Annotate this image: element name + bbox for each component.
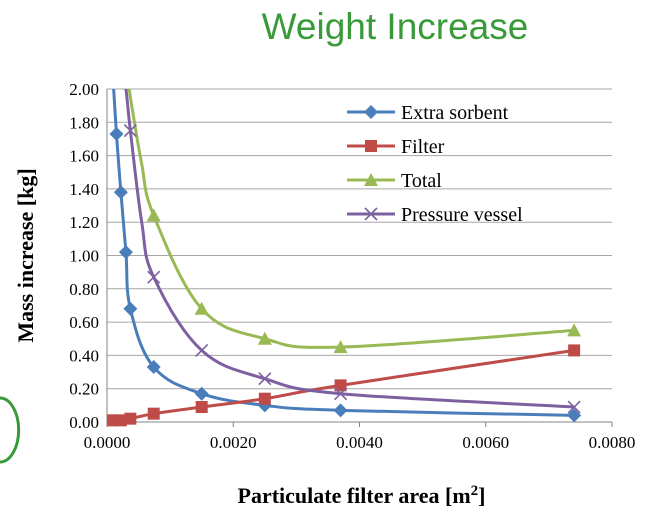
series-2-marker (257, 331, 272, 345)
legend-swatch-marker (365, 140, 377, 152)
legend-label: Total (401, 170, 442, 192)
y-tick-label: 1.40 (69, 180, 99, 199)
y-tick-label: 1.80 (69, 113, 99, 132)
series-0-marker (109, 126, 124, 141)
series-1-marker (195, 401, 208, 414)
slide-title: Weight Increase (261, 6, 529, 47)
y-tick-label: 0.80 (69, 280, 99, 299)
legend-swatch-marker (364, 173, 378, 186)
legend: Extra sorbent Filter Total Pressure vessel (347, 102, 523, 226)
series-2-marker (194, 301, 209, 315)
x-tick-label: 0.0040 (336, 433, 383, 452)
legend-label: Extra sorbent (401, 102, 509, 124)
series-0-marker (146, 360, 161, 375)
x-axis-title: Particulate filter area [m2] (238, 483, 486, 508)
series-0-marker (567, 408, 582, 423)
x-tick-label: 0.0080 (589, 433, 636, 452)
x-axis-title-main: Particulate filter area [m (238, 483, 471, 508)
y-tick-label: 0.00 (69, 413, 99, 432)
series-0-marker (194, 386, 209, 401)
x-tick-labels: 0.0000 0.0020 0.0040 0.0060 0.0080 (84, 433, 636, 452)
series-1-marker (147, 407, 160, 420)
series-markers (107, 124, 582, 427)
x-tick-label: 0.0060 (462, 433, 509, 452)
series-3-marker (333, 387, 348, 401)
series-3-marker (195, 343, 209, 357)
series-2-marker (146, 208, 161, 222)
y-tick-label: 1.00 (69, 247, 99, 266)
y-tick-label: 0.20 (69, 380, 99, 399)
y-axis-title: Mass increase [kg] (13, 168, 38, 342)
series-3-marker (258, 372, 272, 386)
legend-swatch-marker (364, 207, 378, 221)
legend-swatch-marker (364, 105, 378, 119)
y-tick-label: 1.60 (69, 147, 99, 166)
series-0-marker (123, 301, 138, 316)
x-axis-title-end: ] (478, 483, 485, 508)
y-tick-label: 0.40 (69, 346, 99, 365)
legend-label: Filter (401, 136, 445, 158)
y-tick-label: 2.00 (69, 80, 99, 99)
legend-label: Pressure vessel (401, 204, 523, 226)
series-2-marker (333, 340, 348, 354)
series-0-marker (333, 403, 348, 418)
axes (106, 89, 613, 427)
partial-circle-decoration (0, 396, 21, 464)
series-0-marker (118, 245, 133, 260)
series-2-marker (567, 323, 582, 337)
series-3-marker (147, 270, 161, 284)
gridlines (107, 88, 612, 423)
series-1-marker (114, 414, 127, 427)
series-1-marker (568, 344, 581, 357)
series-line-2 (127, 89, 575, 349)
y-tick-label: 0.60 (69, 313, 99, 332)
series-3-marker (123, 124, 137, 138)
series-line-3 (124, 89, 575, 409)
series-3-marker (567, 400, 581, 414)
series-1-marker (258, 392, 271, 405)
series-1-marker (124, 412, 137, 425)
y-tick-label: 1.20 (69, 213, 99, 232)
x-tick-label: 0.0020 (210, 433, 257, 452)
y-tick-labels: 0.00 0.20 0.40 0.60 0.80 1.00 1.20 1.40 1.60 1.80… (69, 80, 99, 432)
x-tick-label: 0.0000 (84, 433, 131, 452)
series-1-marker (334, 379, 347, 392)
series-0-marker (113, 185, 128, 200)
x-axis-title-sup: 2 (471, 483, 479, 499)
